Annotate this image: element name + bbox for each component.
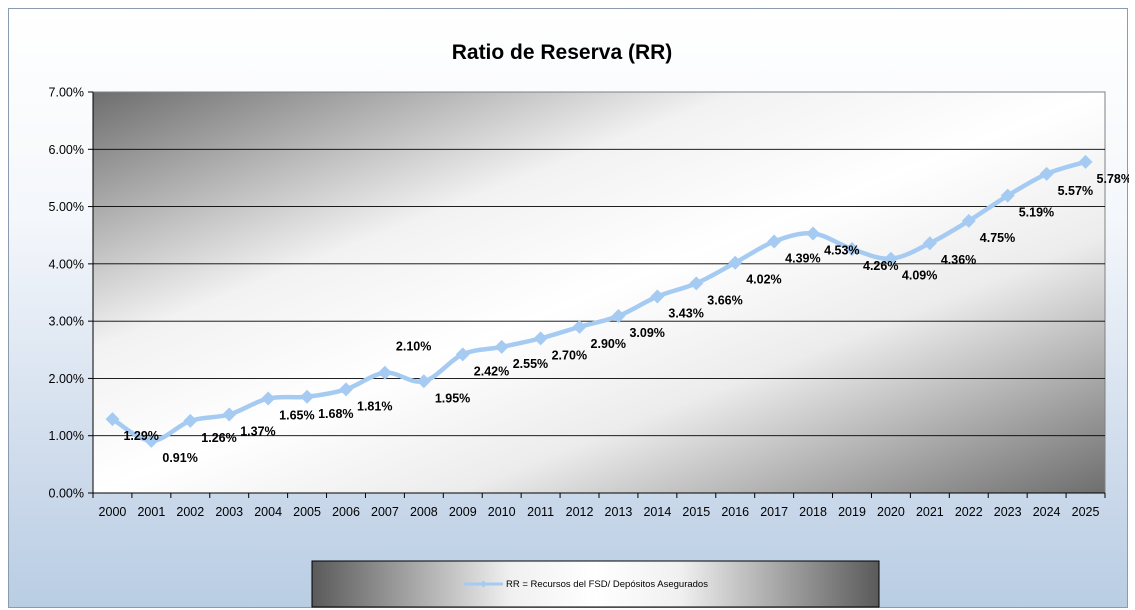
data-label: 5.57% (1058, 184, 1093, 198)
x-tick-label: 2005 (293, 505, 321, 519)
data-label: 2.10% (396, 340, 431, 354)
x-tick-label: 2003 (215, 505, 243, 519)
legend: RR = Recursos del FSD/ Depósitos Asegura… (311, 560, 880, 608)
y-tick-label: 7.00% (49, 86, 84, 100)
x-tick-label: 2013 (605, 505, 633, 519)
data-point (767, 234, 782, 249)
x-tick-label: 2007 (371, 505, 399, 519)
chart-title: Ratio de Reserva (RR) (452, 41, 673, 64)
x-tick-label: 2010 (488, 505, 516, 519)
x-tick-label: 2021 (916, 505, 944, 519)
data-point (183, 413, 198, 428)
data-point (416, 374, 431, 389)
data-label: 4.02% (746, 273, 781, 287)
data-point (222, 407, 237, 422)
data-point (922, 236, 937, 251)
x-tick-label: 2024 (1033, 505, 1061, 519)
x-tick-label: 2001 (137, 505, 165, 519)
legend-marker (480, 580, 487, 588)
data-label: 3.09% (629, 326, 664, 340)
data-label: 4.39% (785, 252, 820, 266)
x-tick-label: 2020 (877, 505, 905, 519)
data-label: 2.55% (513, 357, 548, 371)
x-tick-label: 2012 (566, 505, 594, 519)
data-point (961, 213, 976, 228)
x-tick-label: 2011 (527, 505, 554, 519)
data-point (144, 433, 159, 448)
grid-lines (93, 148, 1105, 437)
x-tick-label: 2023 (994, 505, 1022, 519)
data-label: 1.37% (240, 425, 275, 439)
data-point (105, 412, 120, 427)
data-label: 1.68% (318, 407, 353, 421)
data-label: 4.36% (941, 253, 976, 267)
data-label: 1.65% (279, 408, 314, 422)
data-point (455, 347, 470, 362)
data-point (611, 308, 626, 323)
data-label: 2.90% (591, 337, 626, 351)
data-label: 1.81% (357, 399, 392, 413)
legend-box (311, 560, 880, 608)
data-point (261, 391, 276, 406)
data-point (494, 339, 509, 354)
data-labels: 1.29% 0.91% 1.26% 1.37% 1.65% 1.68% 1.81% 2.10%… (123, 172, 1129, 465)
x-tick-label: 2025 (1072, 505, 1100, 519)
data-label: 3.43% (668, 307, 703, 321)
data-label: 1.29% (123, 429, 158, 443)
x-tick-label: 2000 (99, 505, 127, 519)
data-label: 2.70% (552, 348, 587, 362)
data-label: 1.95% (435, 391, 470, 405)
x-tick-label: 2008 (410, 505, 438, 519)
data-point (650, 289, 665, 304)
data-point (533, 331, 548, 346)
data-point (572, 319, 587, 334)
data-point (728, 255, 743, 270)
data-label: 3.66% (707, 293, 742, 307)
data-point (806, 226, 821, 241)
y-tick-label: 5.00% (49, 200, 84, 214)
data-label: 2.42% (474, 364, 509, 378)
x-tick-label: 2004 (254, 505, 282, 519)
data-label: 0.91% (162, 451, 197, 465)
data-label: 4.26% (863, 259, 898, 273)
plot-area (92, 91, 1106, 494)
data-label: 4.09% (902, 269, 937, 283)
data-label: 1.26% (201, 431, 236, 445)
y-tick-label: 0.00% (49, 487, 84, 501)
y-axis: 0.00% 1.00% 2.00% 3.00% 4.00% 5.00% 6.00% 7.00% (49, 86, 94, 501)
data-point (845, 241, 859, 256)
x-tick-label: 2002 (176, 505, 204, 519)
data-label: 5.19% (1019, 206, 1054, 220)
x-tick-label: 2009 (449, 505, 477, 519)
x-tick-label: 2018 (799, 505, 827, 519)
chart-frame: Ratio de Reserva (RR) 0.00% 1.00% 2.00% 3.0… (8, 8, 1129, 608)
data-label: 4.53% (824, 243, 859, 257)
y-tick-label: 3.00% (49, 315, 84, 329)
data-point (339, 382, 353, 397)
data-point (883, 251, 898, 266)
data-point (377, 365, 392, 380)
data-point (689, 276, 704, 291)
x-axis: 2000 2001 2002 2003 2004 2005 2006 2007 2008 2009… (92, 492, 1106, 519)
y-tick-label: 4.00% (49, 257, 84, 271)
data-label: 4.75% (980, 231, 1015, 245)
data-label: 5.78% (1097, 172, 1129, 186)
data-point (1000, 188, 1015, 203)
x-tick-label: 2022 (955, 505, 983, 519)
y-tick-label: 2.00% (49, 372, 84, 386)
series-rr (105, 154, 1093, 448)
x-tick-label: 2014 (643, 505, 671, 519)
x-tick-label: 2019 (838, 505, 866, 519)
y-tick-label: 6.00% (49, 143, 84, 157)
x-tick-label: 2017 (760, 505, 788, 519)
data-point (1078, 154, 1093, 169)
x-tick-label: 2006 (332, 505, 360, 519)
x-tick-label: 2015 (682, 505, 710, 519)
data-point (300, 389, 315, 404)
data-point (1039, 166, 1054, 181)
y-tick-label: 1.00% (49, 429, 84, 443)
legend-label: RR = Recursos del FSD/ Depósitos Asegura… (506, 579, 708, 590)
x-tick-label: 2016 (721, 505, 749, 519)
chart-svg: Ratio de Reserva (RR) 0.00% 1.00% 2.00% 3.0… (49, 41, 1129, 608)
